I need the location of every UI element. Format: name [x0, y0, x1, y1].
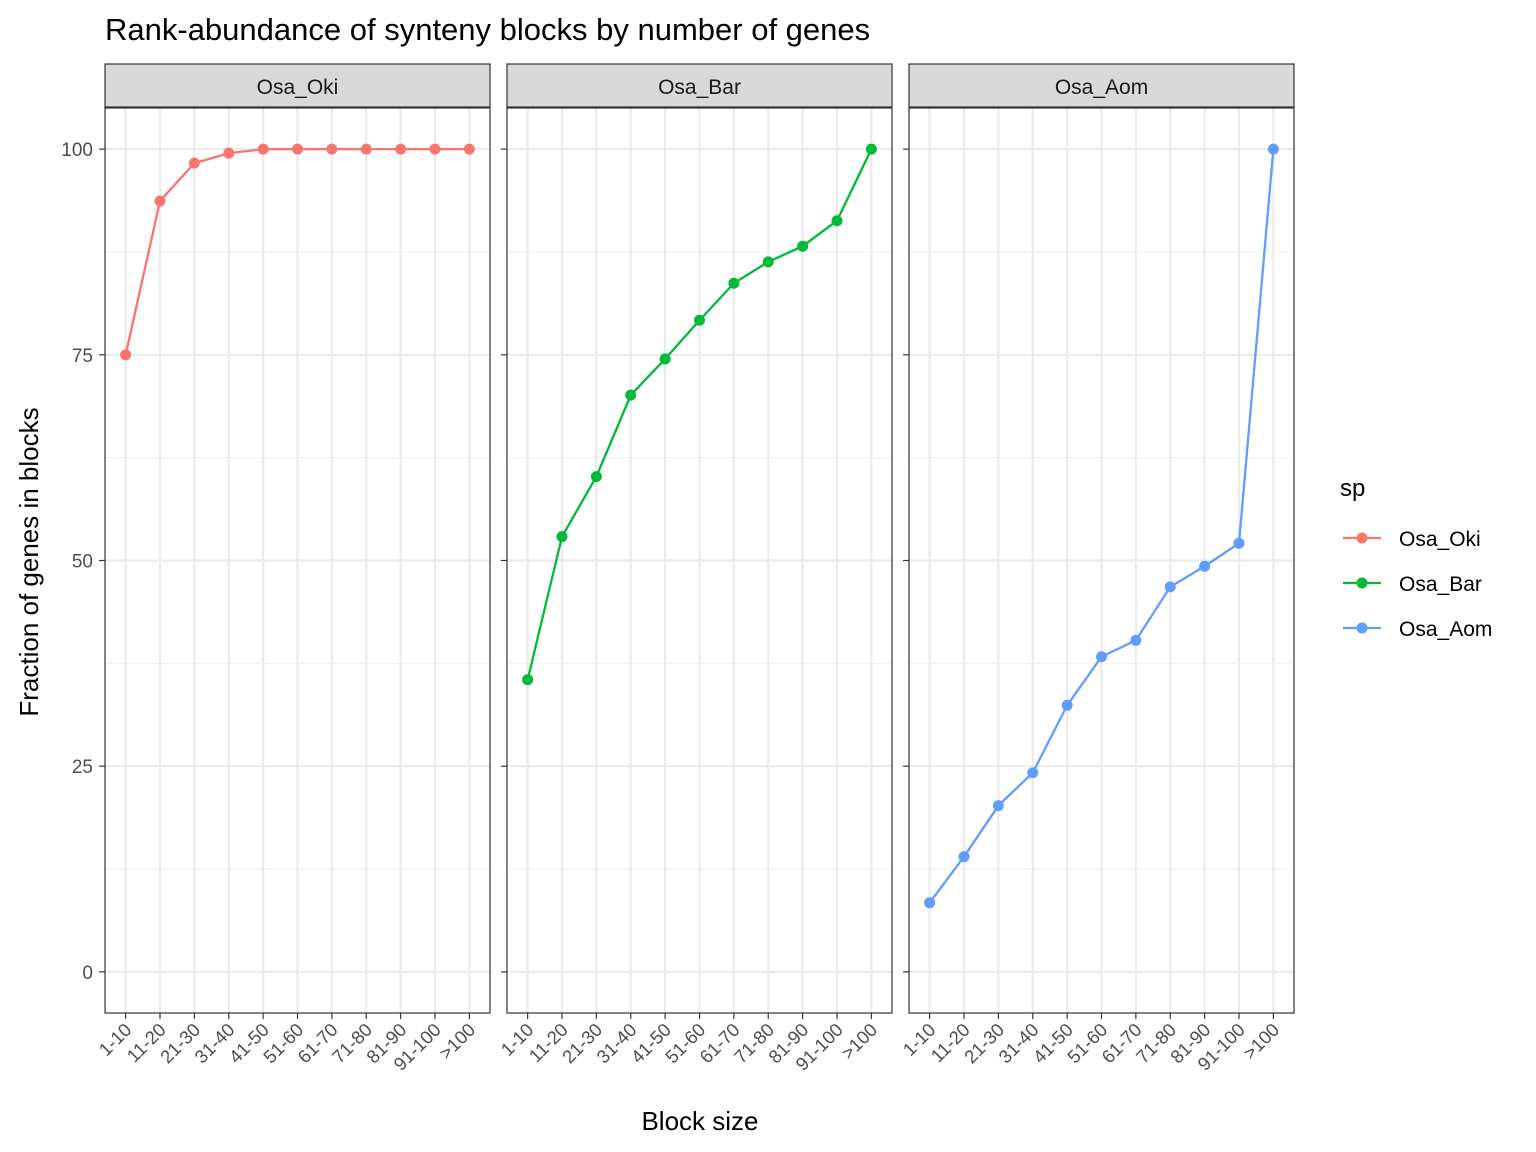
legend-entry: Osa_Bar	[1343, 573, 1482, 596]
x-axis-title: Block size	[641, 1106, 758, 1136]
legend-title: sp	[1340, 475, 1365, 502]
data-point	[694, 314, 705, 326]
facet-strip	[908, 63, 1295, 108]
data-point	[292, 143, 303, 155]
data-point	[429, 143, 441, 155]
facet-strip-label: Osa_Oki	[257, 76, 339, 99]
legend-entry: Osa_Oki	[1343, 528, 1481, 551]
y-tick-label: 100	[61, 140, 93, 161]
legend-key-point	[1356, 532, 1368, 544]
facet-strip	[104, 63, 491, 108]
data-point	[360, 143, 372, 155]
data-point	[154, 195, 166, 207]
data-point	[223, 147, 235, 159]
data-point	[522, 674, 534, 686]
data-point	[728, 277, 740, 289]
data-point	[1027, 767, 1039, 779]
data-point	[1199, 560, 1211, 572]
data-point	[556, 531, 568, 543]
facet-strip	[506, 63, 893, 108]
legend: sp Osa_Oki Osa_Bar Osa_Aom	[1340, 475, 1492, 641]
data-point	[865, 143, 877, 155]
data-point	[659, 353, 671, 365]
data-point	[1267, 143, 1279, 155]
facet-panel: Osa_Bar1-1011-2021-3031-4041-5051-6061-7…	[496, 63, 893, 1075]
data-point	[958, 851, 970, 863]
legend-entry: Osa_Aom	[1343, 618, 1492, 641]
legend-label: Osa_Aom	[1399, 618, 1492, 641]
x-tick-label: >100	[435, 1019, 479, 1063]
y-tick-label: 25	[72, 757, 93, 778]
x-tick-label: >100	[837, 1019, 881, 1063]
y-tick-label: 50	[72, 552, 93, 573]
data-point	[188, 157, 200, 169]
chart-title: Rank-abundance of synteny blocks by numb…	[105, 12, 870, 47]
facet-strip-label: Osa_Aom	[1055, 76, 1148, 99]
legend-label: Osa_Oki	[1399, 528, 1481, 551]
data-point	[120, 349, 132, 361]
data-point	[924, 897, 936, 909]
y-tick-label: 75	[72, 346, 93, 367]
y-axis-title: Fraction of genes in blocks	[14, 407, 44, 716]
x-tick-label: >100	[1239, 1019, 1283, 1063]
data-point	[831, 215, 843, 227]
facet-panel: Osa_Oki1-1011-2021-3031-4041-5051-6061-7…	[61, 63, 491, 1075]
data-point	[1061, 699, 1073, 711]
data-point	[1130, 634, 1142, 646]
data-point	[1233, 537, 1245, 549]
y-tick-label: 0	[82, 963, 93, 984]
data-point	[590, 471, 602, 483]
data-point	[463, 143, 475, 155]
data-point	[395, 143, 407, 155]
legend-key-point	[1356, 577, 1368, 589]
data-point	[625, 389, 637, 401]
data-point	[1164, 581, 1176, 593]
data-point	[762, 256, 774, 268]
data-point	[326, 143, 338, 155]
data-point	[257, 143, 269, 155]
legend-key-point	[1356, 622, 1368, 634]
facet-panel: Osa_Aom1-1011-2021-3031-4041-5051-6061-7…	[898, 63, 1295, 1075]
data-point	[797, 240, 809, 252]
data-point	[1096, 651, 1107, 663]
legend-label: Osa_Bar	[1399, 573, 1482, 596]
facet-strip-label: Osa_Bar	[658, 76, 741, 99]
facet-panels: Osa_Oki1-1011-2021-3031-4041-5051-6061-7…	[61, 63, 1295, 1075]
data-point	[992, 800, 1004, 812]
